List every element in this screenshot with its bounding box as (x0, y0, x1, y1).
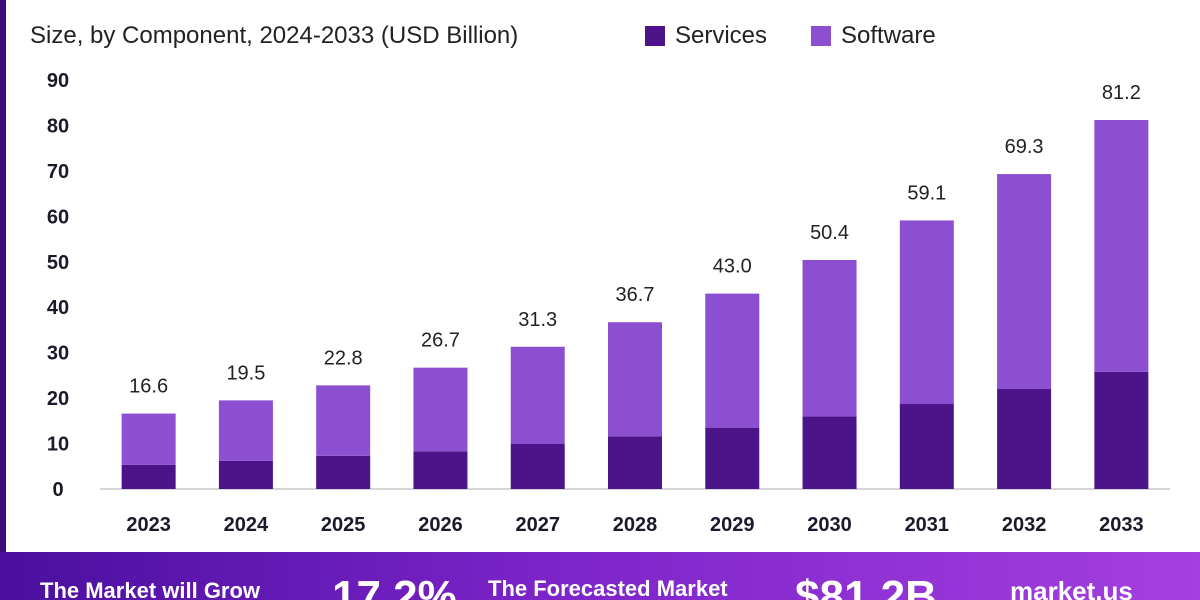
bar-segment-services (997, 389, 1052, 489)
bar-total-label: 69.3 (1005, 136, 1044, 158)
bar-segment-software (802, 259, 857, 417)
x-tick-label: 2031 (905, 514, 950, 536)
bar-total-label: 16.6 (129, 376, 168, 398)
bar-total-label: 59.1 (907, 182, 946, 204)
bar-segment-software (510, 346, 565, 445)
x-tick-label: 2028 (613, 514, 658, 536)
bar-segment-services (1094, 371, 1149, 489)
bar-segment-software (899, 220, 954, 405)
y-tick-label: 40 (47, 297, 69, 319)
left-frame-bar (0, 0, 6, 560)
bar-total-label: 50.4 (810, 222, 849, 244)
bar-segment-software (705, 293, 760, 428)
legend-item-services: Services (645, 22, 767, 50)
bar-segment-software (997, 174, 1052, 390)
footer-forecast-text: The Forecasted Market (488, 576, 728, 600)
bar-total-label: 26.7 (421, 330, 460, 352)
bar-segment-services (121, 464, 176, 489)
x-tick-label: 2029 (710, 514, 755, 536)
bar-segment-services (316, 455, 371, 489)
x-tick-label: 2025 (321, 514, 366, 536)
legend-swatch-software (811, 26, 832, 46)
y-tick-label: 0 (52, 479, 63, 501)
y-tick-label: 60 (47, 206, 69, 228)
bar-segment-software (316, 385, 371, 456)
legend-label-services: Services (675, 22, 768, 49)
legend-item-software: Software (811, 22, 936, 50)
y-tick-label: 70 (47, 161, 69, 183)
chart-subtitle: Size, by Component, 2024-2033 (USD Billi… (30, 22, 519, 49)
x-tick-label: 2026 (418, 514, 463, 536)
legend-label-software: Software (841, 22, 936, 49)
x-tick-label: 2033 (1099, 514, 1144, 536)
bar-segment-software (218, 400, 273, 461)
footer-grow-text: The Market will Grow (40, 578, 261, 600)
bar-total-label: 19.5 (226, 362, 265, 384)
bar-segment-services (608, 436, 662, 489)
legend-swatch-services (645, 26, 665, 46)
bar-total-label: 81.2 (1102, 82, 1141, 104)
bar-segment-software (413, 367, 468, 452)
stacked-bar-chart: 010203040506070809016.6202319.5202422.82… (47, 70, 1170, 536)
y-tick-label: 20 (47, 388, 69, 410)
footer-brand-logo: market.us (1010, 576, 1133, 600)
bar-segment-software (1094, 119, 1149, 372)
bar-segment-software (608, 322, 662, 437)
x-tick-label: 2027 (515, 514, 560, 536)
bar-total-label: 43.0 (713, 256, 752, 278)
bar-segment-services (413, 451, 468, 489)
bar-segment-services (899, 404, 954, 489)
y-tick-label: 30 (47, 343, 69, 365)
y-tick-label: 90 (47, 70, 69, 92)
bar-total-label: 31.3 (518, 309, 557, 331)
bar-segment-software (121, 413, 176, 465)
x-tick-label: 2024 (224, 514, 269, 536)
chart-legend: Services Software (645, 22, 936, 50)
x-tick-label: 2032 (1002, 514, 1047, 536)
x-tick-label: 2030 (807, 514, 852, 536)
footer-cagr-value: 17.2% (332, 572, 457, 600)
footer-market-value: $81.2B (795, 572, 937, 600)
bar-total-label: 22.8 (324, 347, 363, 369)
bar-segment-services (510, 444, 565, 489)
bar-segment-services (705, 427, 760, 489)
footer-banner: The Market will Grow 17.2% The Forecaste… (0, 552, 1200, 600)
bar-segment-services (802, 416, 857, 489)
x-tick-label: 2023 (126, 514, 171, 536)
y-tick-label: 50 (47, 252, 69, 274)
y-tick-label: 10 (47, 434, 69, 456)
y-tick-label: 80 (47, 115, 69, 137)
bar-segment-services (218, 460, 273, 489)
bar-total-label: 36.7 (616, 284, 655, 306)
